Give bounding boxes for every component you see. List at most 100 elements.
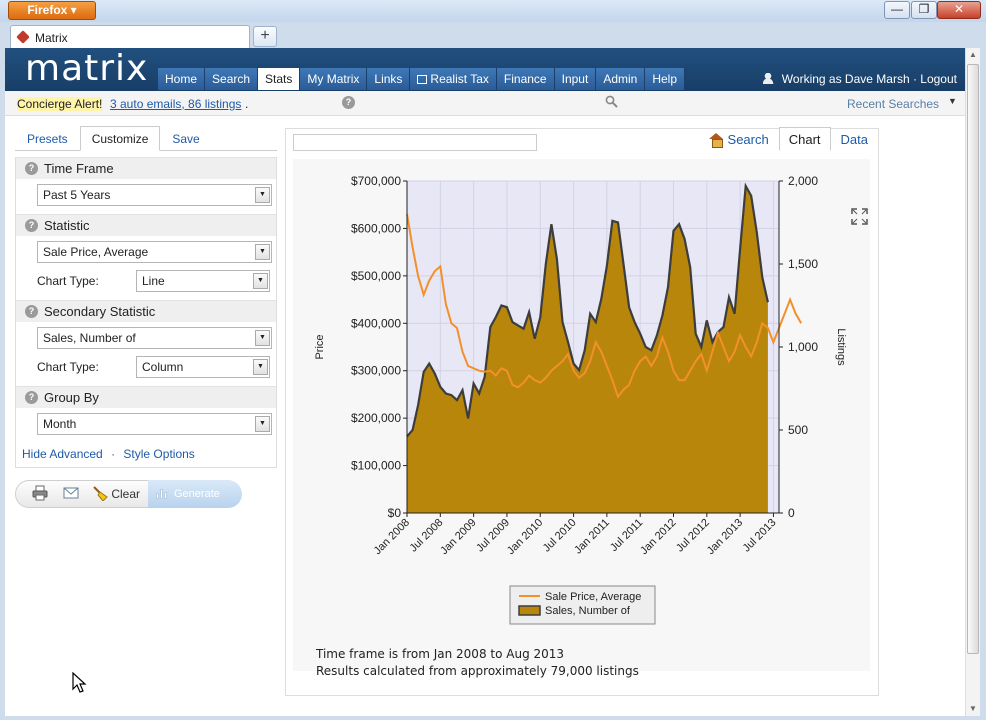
tab-data[interactable]: Data <box>840 132 868 147</box>
app-header: matrix Home Search Stats My Matrix Links… <box>5 48 965 91</box>
generate-button[interactable]: Generate <box>148 480 242 508</box>
help-icon[interactable]: ? <box>25 162 38 175</box>
new-tab-button[interactable]: + <box>253 26 277 47</box>
x-tick-label: Jan 2009 <box>438 517 478 557</box>
dropdown-arrow-icon[interactable]: ▼ <box>255 187 270 203</box>
statistic-chart-type-row: Chart Type: Line ▼ <box>37 270 272 292</box>
scroll-down-arrow-icon[interactable]: ▼ <box>969 704 977 713</box>
email-icon[interactable] <box>63 485 79 503</box>
print-icon[interactable] <box>32 485 48 503</box>
browser-tab-matrix[interactable]: Matrix <box>10 25 250 48</box>
clear-button[interactable]: Clear <box>92 485 140 503</box>
user-text[interactable]: Working as Dave Marsh · Logout <box>781 72 957 86</box>
statistic-value: Sale Price, Average <box>43 245 149 259</box>
recent-searches-dropdown[interactable]: Recent Searches <box>847 97 940 111</box>
statistic-chart-type-select[interactable]: Line ▼ <box>136 270 270 292</box>
legend-swatch-sales <box>518 605 541 616</box>
tab-presets[interactable]: Presets <box>27 132 68 146</box>
left-tabs: Presets Customize Save <box>15 126 277 151</box>
user-icon <box>762 73 778 84</box>
concierge-alert-link[interactable]: 3 auto emails, 86 listings <box>110 97 242 111</box>
chart-type-label: Chart Type: <box>37 360 99 374</box>
hide-advanced-link[interactable]: Hide Advanced <box>22 447 103 461</box>
y2-axis-title: Listings <box>835 328 847 366</box>
nav-realist-tax[interactable]: Realist Tax <box>410 68 497 90</box>
dropdown-caret-icon[interactable]: ▼ <box>948 96 957 106</box>
secondary-chart-type-select[interactable]: Column ▼ <box>136 356 270 378</box>
tab-title: Matrix <box>35 31 68 45</box>
price-line <box>406 214 803 399</box>
nav-my-matrix[interactable]: My Matrix <box>300 68 368 90</box>
chart-icon <box>156 488 170 499</box>
style-options-link[interactable]: Style Options <box>123 447 195 461</box>
x-tick-label: Jan 2010 <box>505 517 545 557</box>
statistic-header: ? Statistic <box>16 214 276 236</box>
dropdown-arrow-icon[interactable]: ▼ <box>255 416 270 432</box>
search-icon[interactable] <box>605 95 618 111</box>
sales-outline <box>406 182 769 438</box>
concierge-alert-label: Concierge Alert! <box>17 97 103 111</box>
y2-tick-label: 1,500 <box>788 257 818 271</box>
group-by-header: ? Group By <box>16 386 276 408</box>
expand-icon[interactable] <box>851 208 868 225</box>
user-status[interactable]: Working as Dave Marsh · Logout <box>762 72 957 86</box>
tab-chart[interactable]: Chart <box>778 127 831 151</box>
y-tick-label: $300,000 <box>351 364 401 378</box>
legend-box <box>509 585 656 625</box>
action-toolbar: Clear Generate <box>15 480 242 508</box>
scroll-up-arrow-icon[interactable]: ▲ <box>969 50 977 59</box>
broom-icon <box>93 486 108 502</box>
y-tick-label: $700,000 <box>351 174 401 188</box>
generate-label: Generate <box>174 488 220 500</box>
close-window-button[interactable]: ✕ <box>937 1 981 19</box>
tab-save[interactable]: Save <box>172 132 200 146</box>
scrollbar-thumb[interactable] <box>967 64 979 654</box>
secondary-chart-type-value: Column <box>142 360 184 374</box>
nav-search[interactable]: Search <box>205 68 259 90</box>
y-tick-label: $0 <box>388 506 402 520</box>
chart-title-input[interactable] <box>293 134 537 151</box>
legend-label-sales: Sales, Number of <box>545 605 631 617</box>
main-nav: Home Search Stats My Matrix Links Realis… <box>158 68 686 90</box>
maximize-button[interactable]: ❐ <box>911 1 937 19</box>
nav-home[interactable]: Home <box>158 68 206 90</box>
mouse-cursor-icon <box>72 672 87 693</box>
dropdown-arrow-icon[interactable]: ▼ <box>253 273 268 289</box>
minimize-button[interactable]: — <box>884 1 910 19</box>
y2-tick-label: 1,000 <box>788 340 818 354</box>
matrix-favicon-icon <box>16 30 30 44</box>
nav-admin[interactable]: Admin <box>596 68 646 90</box>
chart-panel: Search Chart Data $700,000 $600,000 $500,0… <box>285 127 879 696</box>
y2-tick-label: 2,000 <box>788 174 818 188</box>
help-icon[interactable]: ? <box>25 305 38 318</box>
nav-finance[interactable]: Finance <box>496 68 555 90</box>
statistic-chart-type-value: Line <box>142 274 165 288</box>
dropdown-arrow-icon[interactable]: ▼ <box>255 244 270 260</box>
time-frame-title: Time Frame <box>44 161 114 176</box>
nav-help[interactable]: Help <box>645 68 686 90</box>
time-frame-select[interactable]: Past 5 Years ▼ <box>37 184 272 206</box>
nav-links[interactable]: Links <box>367 68 411 90</box>
vertical-scrollbar[interactable]: ▲ ▼ <box>965 48 980 716</box>
chart-type-label: Chart Type: <box>37 274 99 288</box>
help-icon[interactable]: ? <box>25 391 38 404</box>
statistic-select[interactable]: Sale Price, Average ▼ <box>37 241 272 263</box>
tab-strip: Matrix + <box>0 22 986 48</box>
alert-period: . <box>245 97 249 111</box>
secondary-statistic-select[interactable]: Sales, Number of ▼ <box>37 327 272 349</box>
group-by-select[interactable]: Month ▼ <box>37 413 272 435</box>
link-separator: · <box>111 447 116 461</box>
tab-customize[interactable]: Customize <box>79 126 161 151</box>
help-icon[interactable]: ? <box>25 219 38 232</box>
help-icon[interactable]: ? <box>342 96 355 109</box>
firefox-menu-button[interactable]: Firefox ▾ <box>8 1 96 20</box>
tab-search[interactable]: Search <box>699 127 779 151</box>
dropdown-arrow-icon[interactable]: ▼ <box>255 330 270 346</box>
y2-tick-label: 500 <box>788 423 808 437</box>
y-tick-label: $200,000 <box>351 411 401 425</box>
timeframe-note: Time frame is from Jan 2008 to Aug 2013 <box>316 647 565 661</box>
nav-input[interactable]: Input <box>554 68 597 90</box>
nav-stats[interactable]: Stats <box>258 68 301 90</box>
dropdown-arrow-icon[interactable]: ▼ <box>253 359 268 375</box>
clear-label: Clear <box>111 487 141 501</box>
